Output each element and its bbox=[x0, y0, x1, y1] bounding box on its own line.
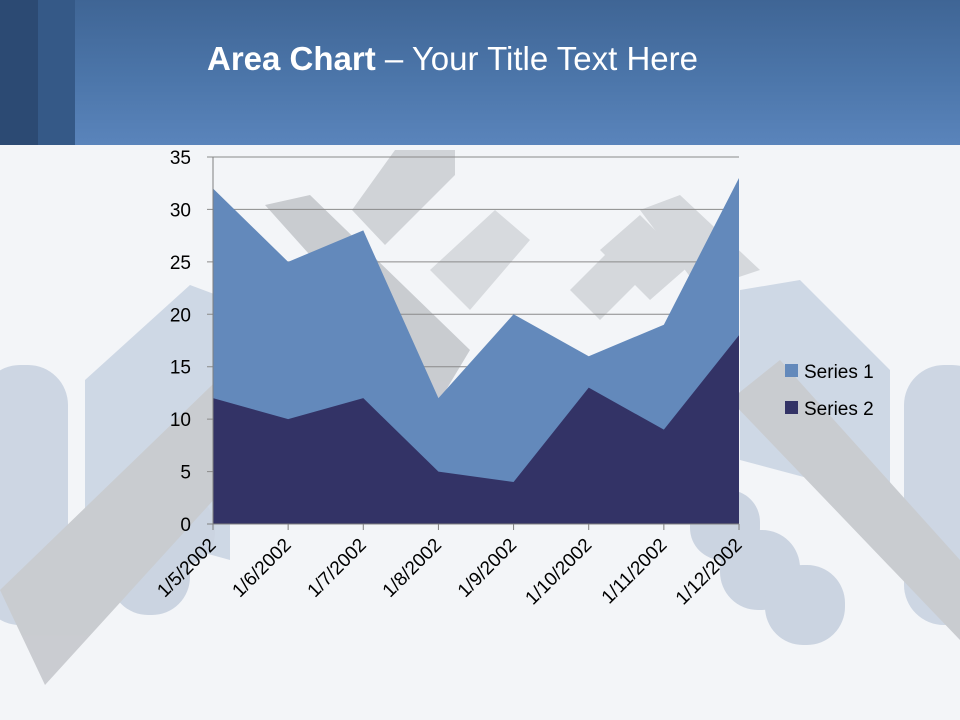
header-accent-strip bbox=[38, 0, 75, 145]
header-accent-strip bbox=[0, 0, 38, 145]
x-tick-label: 1/6/2002 bbox=[229, 535, 296, 602]
slide-title-bold: Area Chart bbox=[207, 40, 376, 77]
slide-header: Area Chart – Your Title Text Here bbox=[0, 0, 960, 145]
slide-title-rest: – Your Title Text Here bbox=[375, 40, 698, 77]
x-tick-label: 1/5/2002 bbox=[153, 535, 220, 602]
slide-title: Area Chart – Your Title Text Here bbox=[207, 40, 698, 78]
series-area-2 bbox=[213, 335, 739, 524]
x-tick-label: 1/10/2002 bbox=[522, 535, 597, 610]
x-tick-label: 1/11/2002 bbox=[598, 535, 672, 609]
y-tick-label: 35 bbox=[170, 148, 191, 169]
y-tick-label: 30 bbox=[170, 200, 191, 221]
x-tick-label: 1/12/2002 bbox=[672, 535, 747, 610]
y-tick-label: 5 bbox=[180, 463, 191, 484]
y-tick-label: 0 bbox=[180, 515, 191, 536]
x-tick-label: 1/8/2002 bbox=[379, 535, 446, 602]
y-tick-label: 20 bbox=[170, 305, 191, 326]
legend-label-series-1: Series 1 bbox=[804, 362, 874, 383]
x-tick-label: 1/9/2002 bbox=[454, 535, 521, 602]
x-tick-label: 1/7/2002 bbox=[304, 535, 371, 602]
legend-swatch-series-2 bbox=[785, 401, 798, 414]
y-tick-label: 15 bbox=[170, 358, 191, 379]
legend-label-series-2: Series 2 bbox=[804, 399, 874, 420]
y-tick-label: 10 bbox=[170, 410, 191, 431]
legend-swatch-series-1 bbox=[785, 364, 798, 377]
y-tick-label: 25 bbox=[170, 253, 191, 274]
